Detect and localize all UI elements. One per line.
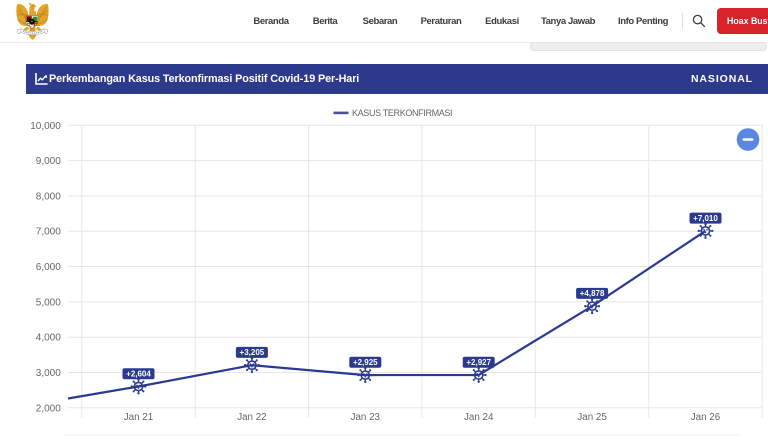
svg-text:KASUS TERKONFIRMASI: KASUS TERKONFIRMASI	[352, 108, 452, 118]
svg-text:+2,925: +2,925	[353, 358, 378, 367]
svg-text:+4,878: +4,878	[580, 289, 605, 298]
svg-text:+2,927: +2,927	[466, 358, 491, 367]
svg-text:9,000: 9,000	[36, 156, 61, 167]
svg-text:Jan 25: Jan 25	[577, 412, 607, 423]
svg-text:10,000: 10,000	[30, 121, 61, 132]
svg-text:+3,205: +3,205	[240, 348, 265, 357]
svg-text:Jan 21: Jan 21	[124, 412, 153, 423]
svg-text:Jan 26: Jan 26	[691, 412, 721, 423]
svg-text:7,000: 7,000	[36, 227, 61, 238]
svg-text:8,000: 8,000	[36, 191, 61, 202]
svg-text:2,000: 2,000	[36, 403, 61, 414]
svg-text:6,000: 6,000	[36, 262, 61, 273]
svg-text:+2,604: +2,604	[126, 370, 151, 379]
svg-text:4,000: 4,000	[36, 333, 61, 344]
svg-text:Jan 23: Jan 23	[351, 412, 381, 423]
svg-text:Jan 22: Jan 22	[237, 412, 266, 423]
svg-text:3,000: 3,000	[36, 368, 61, 379]
svg-text:5,000: 5,000	[36, 297, 61, 308]
svg-text:Jan 24: Jan 24	[464, 412, 494, 423]
svg-text:+7,010: +7,010	[693, 214, 718, 223]
